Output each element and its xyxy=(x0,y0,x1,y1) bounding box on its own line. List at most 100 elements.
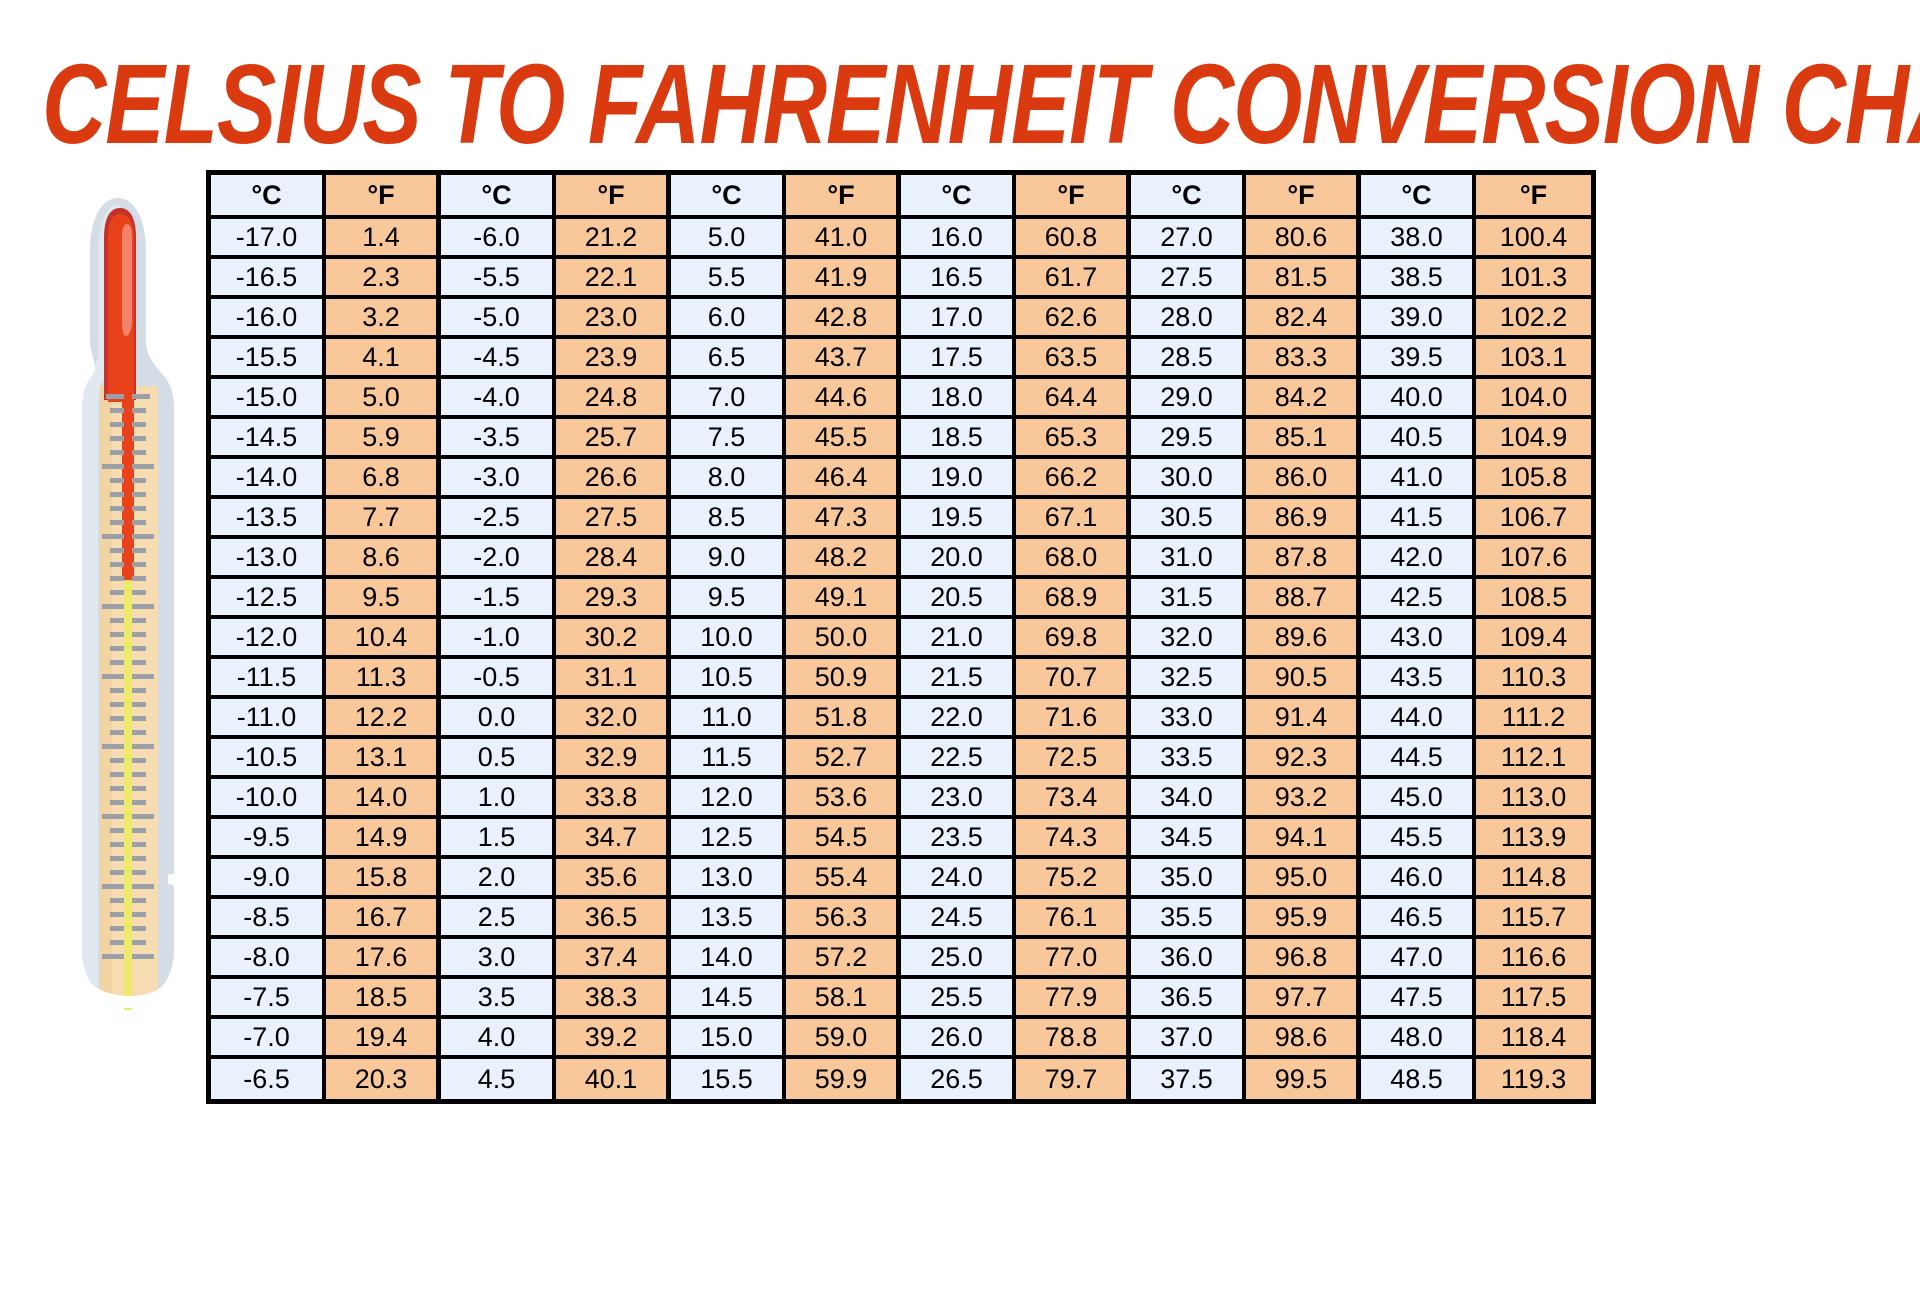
cell-fahrenheit: 101.3 xyxy=(1476,259,1591,299)
column-header-fahrenheit-2: °F xyxy=(556,175,671,219)
cell-celsius: 26.5 xyxy=(901,1059,1016,1099)
cell-celsius: 37.5 xyxy=(1131,1059,1246,1099)
cell-fahrenheit: 54.5 xyxy=(786,819,901,859)
cell-celsius: 2.0 xyxy=(441,859,556,899)
cell-celsius: 8.0 xyxy=(671,459,786,499)
cell-celsius: 45.5 xyxy=(1361,819,1476,859)
table-row: -12.0 10.4 -1.0 30.2 10.0 50.0 21.0 69.8 32.0 89.… xyxy=(211,619,1591,659)
cell-fahrenheit: 12.2 xyxy=(326,699,441,739)
cell-celsius: 7.5 xyxy=(671,419,786,459)
cell-celsius: 0.0 xyxy=(441,699,556,739)
cell-celsius: 31.5 xyxy=(1131,579,1246,619)
cell-celsius: 45.0 xyxy=(1361,779,1476,819)
cell-fahrenheit: 69.8 xyxy=(1016,619,1131,659)
column-header-fahrenheit-3: °F xyxy=(786,175,901,219)
table-row: -15.0 5.0 -4.0 24.8 7.0 44.6 18.0 64.4 29.0 84.2 4… xyxy=(211,379,1591,419)
cell-fahrenheit: 63.5 xyxy=(1016,339,1131,379)
cell-celsius: 28.5 xyxy=(1131,339,1246,379)
cell-celsius: -5.5 xyxy=(441,259,556,299)
cell-fahrenheit: 41.9 xyxy=(786,259,901,299)
cell-fahrenheit: 66.2 xyxy=(1016,459,1131,499)
thermometer-mercury-highlight xyxy=(122,224,132,336)
cell-celsius: 1.0 xyxy=(441,779,556,819)
cell-celsius: 21.0 xyxy=(901,619,1016,659)
cell-celsius: -11.0 xyxy=(211,699,326,739)
column-header-celsius-6: °C xyxy=(1361,175,1476,219)
cell-fahrenheit: 41.0 xyxy=(786,219,901,259)
cell-fahrenheit: 13.1 xyxy=(326,739,441,779)
cell-celsius: -11.5 xyxy=(211,659,326,699)
cell-fahrenheit: 95.0 xyxy=(1246,859,1361,899)
cell-fahrenheit: 2.3 xyxy=(326,259,441,299)
cell-celsius: 42.0 xyxy=(1361,539,1476,579)
cell-celsius: 48.0 xyxy=(1361,1019,1476,1059)
cell-fahrenheit: 102.2 xyxy=(1476,299,1591,339)
thermometer-capillary-unfilled xyxy=(124,390,132,1010)
cell-celsius: 22.5 xyxy=(901,739,1016,779)
cell-celsius: -16.0 xyxy=(211,299,326,339)
cell-fahrenheit: 3.2 xyxy=(326,299,441,339)
cell-fahrenheit: 9.5 xyxy=(326,579,441,619)
cell-fahrenheit: 97.7 xyxy=(1246,979,1361,1019)
column-header-celsius-2: °C xyxy=(441,175,556,219)
cell-fahrenheit: 71.6 xyxy=(1016,699,1131,739)
table-row: -9.0 15.8 2.0 35.6 13.0 55.4 24.0 75.2 35.0 95.0 4… xyxy=(211,859,1591,899)
column-header-celsius-3: °C xyxy=(671,175,786,219)
cell-celsius: 36.0 xyxy=(1131,939,1246,979)
cell-fahrenheit: 8.6 xyxy=(326,539,441,579)
cell-fahrenheit: 87.8 xyxy=(1246,539,1361,579)
cell-celsius: -7.5 xyxy=(211,979,326,1019)
cell-celsius: 46.0 xyxy=(1361,859,1476,899)
cell-fahrenheit: 6.8 xyxy=(326,459,441,499)
thermometer-illustration xyxy=(38,190,218,1020)
cell-celsius: 15.0 xyxy=(671,1019,786,1059)
cell-fahrenheit: 118.4 xyxy=(1476,1019,1591,1059)
cell-fahrenheit: 29.3 xyxy=(556,579,671,619)
cell-celsius: 39.5 xyxy=(1361,339,1476,379)
cell-celsius: 26.0 xyxy=(901,1019,1016,1059)
table-row: -6.5 20.3 4.5 40.1 15.5 59.9 26.5 79.7 37.5 99.5 4… xyxy=(211,1059,1591,1099)
table-row: -14.5 5.9 -3.5 25.7 7.5 45.5 18.5 65.3 29.5 85.1 4… xyxy=(211,419,1591,459)
cell-fahrenheit: 52.7 xyxy=(786,739,901,779)
table-row: -15.5 4.1 -4.5 23.9 6.5 43.7 17.5 63.5 28.5 83.3 3… xyxy=(211,339,1591,379)
cell-celsius: 20.5 xyxy=(901,579,1016,619)
cell-fahrenheit: 98.6 xyxy=(1246,1019,1361,1059)
cell-fahrenheit: 14.9 xyxy=(326,819,441,859)
cell-fahrenheit: 59.0 xyxy=(786,1019,901,1059)
cell-fahrenheit: 92.3 xyxy=(1246,739,1361,779)
cell-fahrenheit: 62.6 xyxy=(1016,299,1131,339)
cell-celsius: 19.5 xyxy=(901,499,1016,539)
cell-celsius: 11.0 xyxy=(671,699,786,739)
column-header-fahrenheit-6: °F xyxy=(1476,175,1591,219)
cell-celsius: -4.5 xyxy=(441,339,556,379)
cell-fahrenheit: 83.3 xyxy=(1246,339,1361,379)
cell-celsius: 17.5 xyxy=(901,339,1016,379)
cell-celsius: -10.5 xyxy=(211,739,326,779)
cell-fahrenheit: 10.4 xyxy=(326,619,441,659)
cell-fahrenheit: 5.9 xyxy=(326,419,441,459)
cell-fahrenheit: 106.7 xyxy=(1476,499,1591,539)
column-header-celsius-1: °C xyxy=(211,175,326,219)
table-row: -10.5 13.1 0.5 32.9 11.5 52.7 22.5 72.5 33.5 92.3… xyxy=(211,739,1591,779)
cell-fahrenheit: 21.2 xyxy=(556,219,671,259)
cell-celsius: -14.0 xyxy=(211,459,326,499)
cell-fahrenheit: 46.4 xyxy=(786,459,901,499)
table-row: -7.0 19.4 4.0 39.2 15.0 59.0 26.0 78.8 37.0 98.6 4… xyxy=(211,1019,1591,1059)
cell-celsius: 3.0 xyxy=(441,939,556,979)
cell-celsius: -8.0 xyxy=(211,939,326,979)
cell-fahrenheit: 56.3 xyxy=(786,899,901,939)
cell-celsius: 2.5 xyxy=(441,899,556,939)
cell-celsius: 7.0 xyxy=(671,379,786,419)
cell-celsius: 21.5 xyxy=(901,659,1016,699)
cell-fahrenheit: 48.2 xyxy=(786,539,901,579)
cell-celsius: -3.5 xyxy=(441,419,556,459)
cell-fahrenheit: 49.1 xyxy=(786,579,901,619)
table-row: -8.5 16.7 2.5 36.5 13.5 56.3 24.5 76.1 35.5 95.9 4… xyxy=(211,899,1591,939)
cell-fahrenheit: 45.5 xyxy=(786,419,901,459)
cell-celsius: -12.0 xyxy=(211,619,326,659)
conversion-table-container: °C °F °C °F °C °F °C °F °C °F °C °F -17.… xyxy=(206,170,1596,1104)
cell-fahrenheit: 32.0 xyxy=(556,699,671,739)
cell-celsius: 17.0 xyxy=(901,299,1016,339)
cell-fahrenheit: 81.5 xyxy=(1246,259,1361,299)
cell-fahrenheit: 1.4 xyxy=(326,219,441,259)
